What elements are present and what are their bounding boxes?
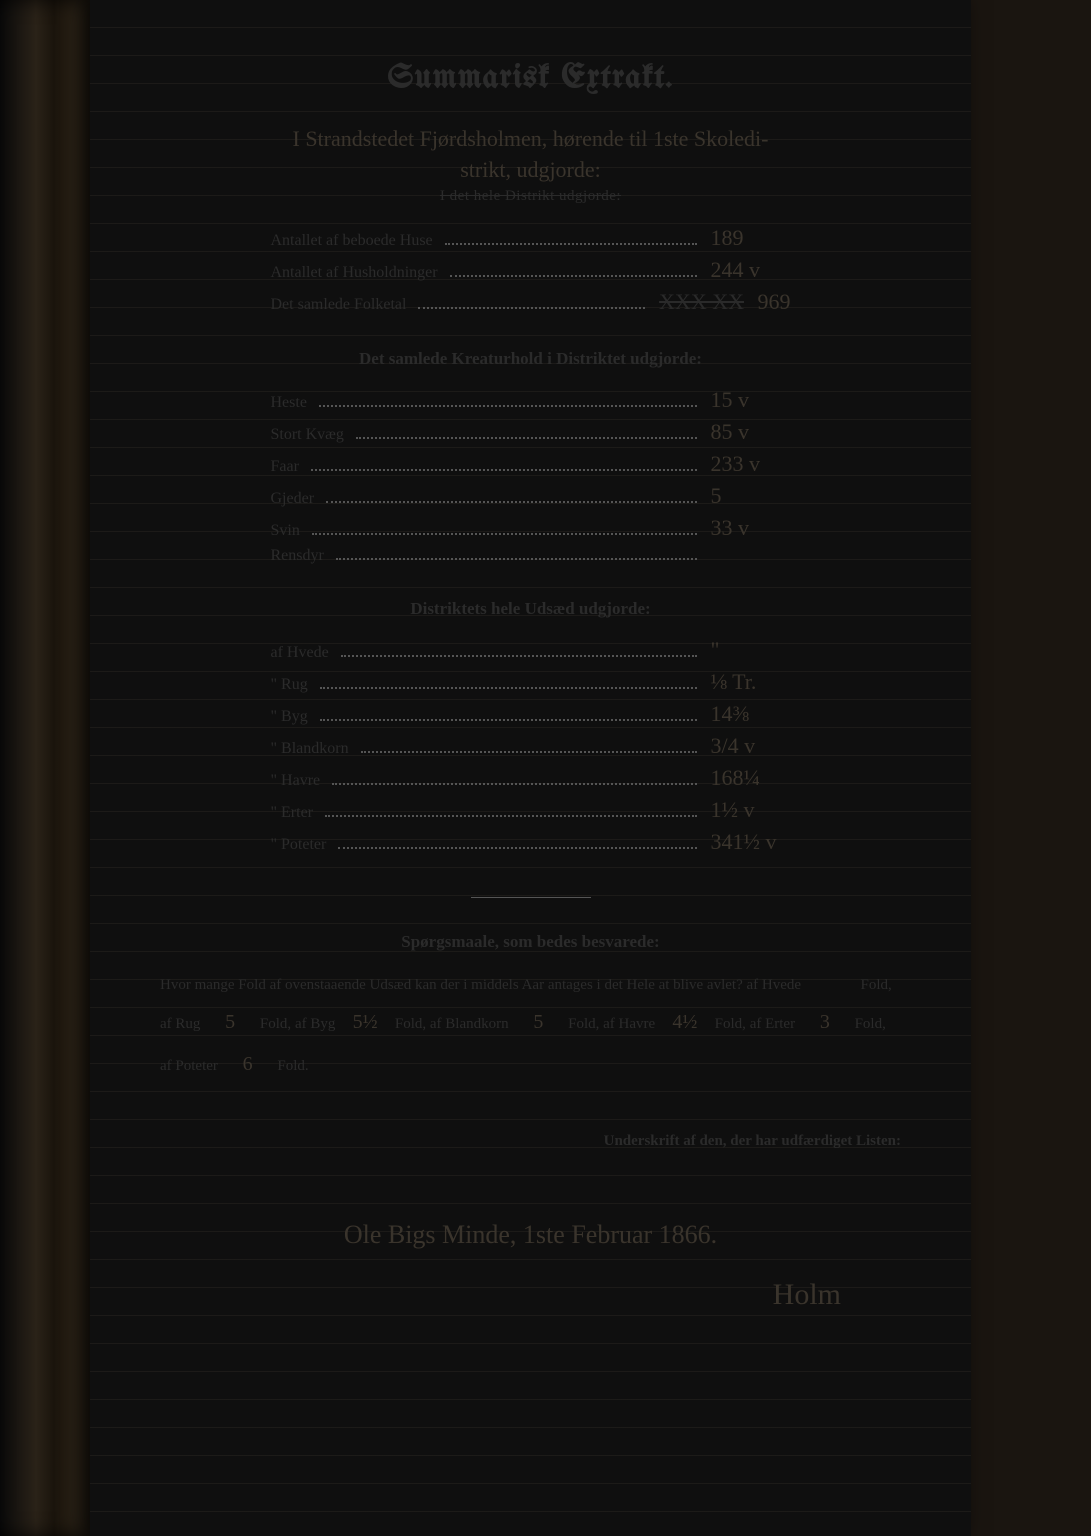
section-seed: af Hvede " " Rug ⅛ Tr. " Byg 14⅜ " Bland… — [271, 637, 791, 855]
value: " — [703, 637, 791, 663]
value: 244 v — [703, 257, 791, 283]
value: 233 v — [703, 451, 791, 477]
right-margin-dark — [971, 0, 1091, 1536]
answer-byg: 5½ — [339, 1001, 391, 1043]
label: Heste — [271, 394, 313, 412]
row-faar: Faar 233 v — [271, 451, 791, 477]
row-gjeder: Gjeder 5 — [271, 483, 791, 509]
section-livestock-heading: Det samlede Kreaturhold i Distriktet udg… — [160, 349, 901, 369]
label: Faar — [271, 458, 305, 476]
label: Rensdyr — [271, 547, 330, 565]
handwritten-district-note: I Strandstedet Fjørdsholmen, hørende til… — [160, 124, 901, 207]
section-livestock: Heste 15 v Stort Kvæg 85 v Faar 233 v Gj… — [271, 387, 791, 565]
divider-line — [471, 897, 591, 898]
label: " Poteter — [271, 836, 333, 854]
leader-dots — [418, 297, 645, 309]
row-byg: " Byg 14⅜ — [271, 701, 791, 727]
fold-label: Fold, — [855, 1016, 886, 1032]
fold-label: Fold, — [260, 1016, 291, 1032]
signature: Holm — [160, 1278, 901, 1312]
fold-end: Fold. — [277, 1058, 308, 1074]
question-paragraph: Hvor mange Fold af ovenstaaende Udsæd ka… — [160, 970, 901, 1086]
scratched-value: XXX XX — [659, 289, 744, 314]
label: Stort Kvæg — [271, 426, 350, 444]
label: Antallet af Husholdninger — [271, 264, 444, 282]
answer-poteter: 6 — [222, 1043, 274, 1085]
value: 341½ v — [703, 829, 791, 855]
answer-rug: 5 — [204, 1001, 256, 1043]
row-households: Antallet af Husholdninger 244 v — [271, 257, 791, 283]
row-havre: " Havre 168¼ — [271, 765, 791, 791]
label: " Havre — [271, 772, 327, 790]
label: " Erter — [271, 804, 320, 822]
book-spine — [0, 0, 90, 1536]
row-heste: Heste 15 v — [271, 387, 791, 413]
handnote-line-2: strikt, udgjorde: — [160, 155, 901, 186]
value: 168¼ — [703, 765, 791, 791]
value: 33 v — [703, 515, 791, 541]
row-rensdyr: Rensdyr — [271, 547, 791, 565]
label: Gjeder — [271, 490, 321, 508]
value: XXX XX 969 — [651, 289, 790, 315]
corrected-value: 969 — [758, 289, 791, 314]
row-svin: Svin 33 v — [271, 515, 791, 541]
section-population: Antallet af beboede Huse 189 Antallet af… — [271, 225, 791, 315]
struck-heading: I det hele Distrikt udgjorde: — [160, 186, 901, 207]
row-hvede: af Hvede " — [271, 637, 791, 663]
row-kvaeg: Stort Kvæg 85 v — [271, 419, 791, 445]
row-rug: " Rug ⅛ Tr. — [271, 669, 791, 695]
value: 14⅜ — [703, 701, 791, 727]
fold-label: Fold, — [395, 1016, 426, 1032]
fold-label: Fold, — [861, 977, 892, 993]
label: Antallet af beboede Huse — [271, 232, 439, 250]
value: 3/4 v — [703, 733, 791, 759]
section-questions-heading: Spørgsmaale, som bedes besvarede: — [160, 932, 901, 952]
value: 1½ v — [703, 797, 791, 823]
value: 85 v — [703, 419, 791, 445]
answer-erter: 3 — [799, 1001, 851, 1043]
question-lead: Hvor mange Fold af ovenstaaende Udsæd ka… — [160, 977, 801, 993]
value: 189 — [703, 225, 791, 251]
label: af Hvede — [271, 644, 335, 662]
label: " Blandkorn — [271, 740, 355, 758]
value: 15 v — [703, 387, 791, 413]
label: " Rug — [271, 676, 314, 694]
leader-dots — [445, 233, 697, 245]
fold-label: Fold, — [568, 1016, 599, 1032]
document-page: Summarisk Extrakt. I Strandstedet Fjørds… — [90, 0, 971, 1536]
row-houses: Antallet af beboede Huse 189 — [271, 225, 791, 251]
value: ⅛ Tr. — [703, 669, 791, 695]
signature-label: Underskrift af den, der har udfærdiget L… — [160, 1133, 901, 1150]
row-poteter: " Poteter 341½ v — [271, 829, 791, 855]
row-blandkorn: " Blandkorn 3/4 v — [271, 733, 791, 759]
label: Svin — [271, 522, 306, 540]
place-and-date: Ole Bigs Minde, 1ste Februar 1866. — [160, 1220, 901, 1250]
signature-block: Ole Bigs Minde, 1ste Februar 1866. Holm — [160, 1220, 901, 1312]
answer-blandkorn: 5 — [512, 1001, 564, 1043]
handnote-line-1: I Strandstedet Fjørdsholmen, hørende til… — [160, 124, 901, 155]
page-title: Summarisk Extrakt. — [160, 60, 901, 96]
section-seed-heading: Distriktets hele Udsæd udgjorde: — [160, 599, 901, 619]
leader-dots — [450, 265, 697, 277]
value: 5 — [703, 483, 791, 509]
answer-havre: 4½ — [659, 1001, 711, 1043]
row-erter: " Erter 1½ v — [271, 797, 791, 823]
label: Det samlede Folketal — [271, 296, 413, 314]
row-folketal: Det samlede Folketal XXX XX 969 — [271, 289, 791, 315]
label: " Byg — [271, 708, 314, 726]
fold-label: Fold, — [715, 1016, 746, 1032]
